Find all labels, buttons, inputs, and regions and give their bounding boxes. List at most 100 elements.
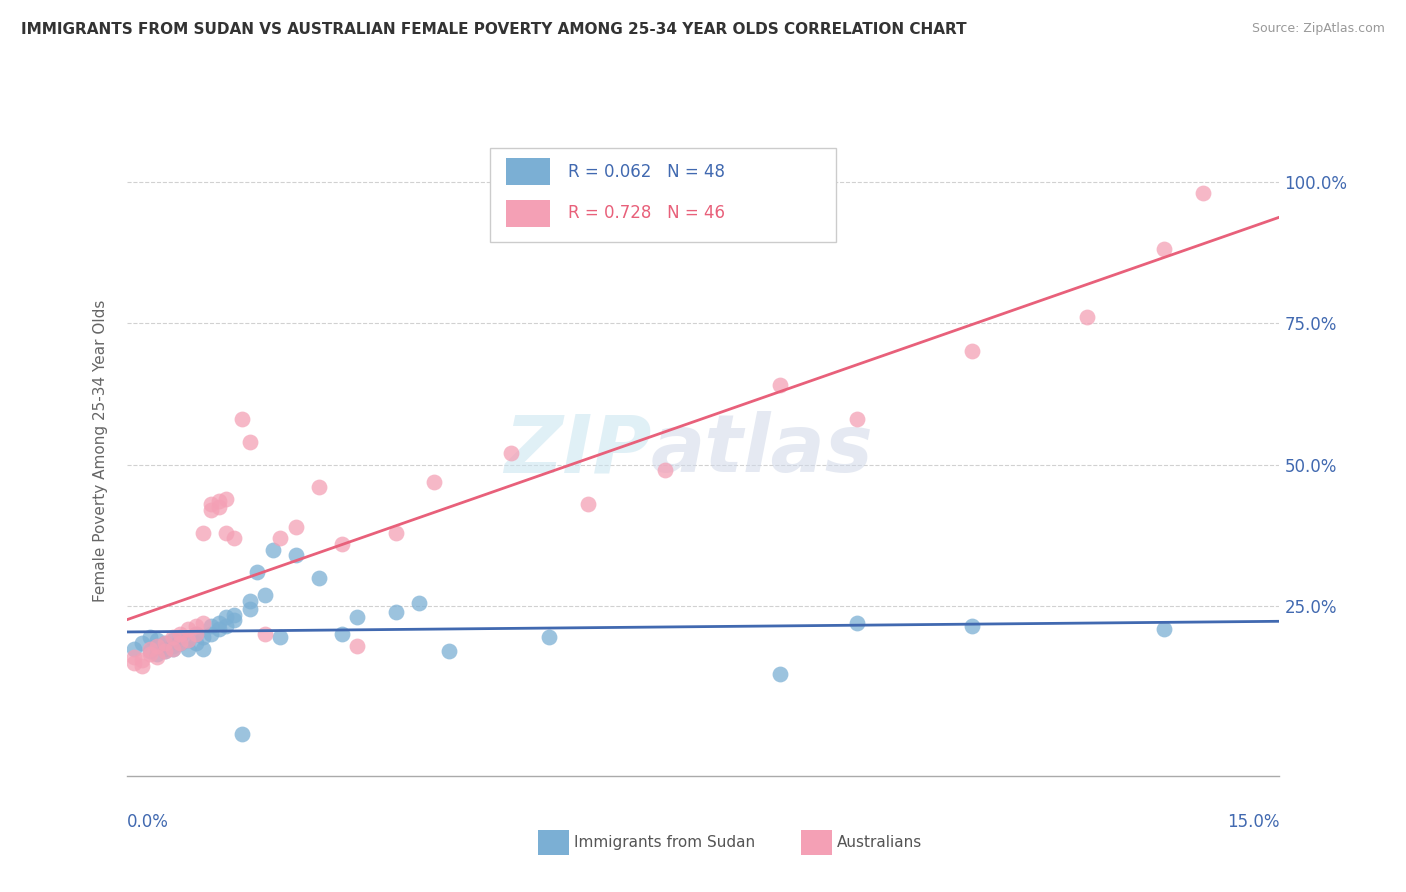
Point (146, 648, 169, 662)
Bar (506, 158, 550, 186)
Point (384, 605, 406, 619)
Point (184, 627, 207, 641)
Point (177, 622, 200, 636)
Text: Source: ZipAtlas.com: Source: ZipAtlas.com (1251, 22, 1385, 36)
Point (238, 602, 260, 616)
Point (146, 633, 169, 648)
Point (308, 571, 330, 585)
Point (238, 593, 260, 607)
Point (122, 650, 145, 665)
Point (153, 636, 176, 650)
Point (269, 630, 291, 644)
Point (193, 525, 215, 540)
Point (162, 639, 184, 653)
Point (122, 656, 145, 670)
Point (538, 630, 561, 644)
Point (262, 542, 284, 557)
Point (162, 641, 184, 656)
Point (184, 627, 207, 641)
Point (193, 630, 215, 644)
Text: Australians: Australians (837, 835, 922, 849)
Point (769, 667, 792, 681)
Point (146, 650, 169, 665)
Point (122, 641, 145, 656)
Point (269, 531, 291, 545)
Point (138, 648, 160, 662)
Point (423, 475, 446, 489)
Point (169, 627, 191, 641)
Point (769, 378, 792, 392)
Text: atlas: atlas (651, 411, 875, 490)
Point (246, 565, 269, 579)
Text: Immigrants from Sudan: Immigrants from Sudan (574, 835, 755, 849)
Point (162, 641, 184, 656)
Point (224, 613, 246, 627)
Point (184, 636, 207, 650)
Point (146, 639, 169, 653)
Point (169, 636, 191, 650)
Point (253, 627, 276, 641)
Point (184, 619, 207, 633)
Point (499, 446, 522, 460)
Point (215, 610, 238, 624)
Point (845, 616, 868, 631)
Point (845, 412, 868, 426)
Point (200, 619, 222, 633)
Point (200, 497, 222, 511)
Point (960, 344, 983, 359)
Point (177, 641, 200, 656)
Point (208, 500, 231, 514)
Point (131, 658, 153, 673)
Point (146, 639, 169, 653)
Bar (506, 200, 550, 227)
Point (193, 641, 215, 656)
Point (284, 548, 307, 562)
Point (231, 726, 253, 740)
Point (200, 503, 222, 517)
Point (153, 644, 176, 658)
Y-axis label: Female Poverty Among 25-34 Year Olds: Female Poverty Among 25-34 Year Olds (93, 300, 108, 601)
Point (177, 633, 200, 648)
Point (169, 636, 191, 650)
Point (253, 588, 276, 602)
Point (346, 639, 368, 653)
Point (284, 520, 307, 534)
Point (224, 607, 246, 622)
Point (177, 633, 200, 648)
Point (308, 480, 330, 494)
Point (153, 641, 176, 656)
Point (153, 636, 176, 650)
Bar (489, 148, 835, 242)
Point (215, 491, 238, 506)
Point (439, 644, 461, 658)
Point (654, 463, 676, 477)
Point (1153, 243, 1175, 257)
Point (208, 616, 231, 631)
Point (1076, 310, 1098, 325)
Point (162, 630, 184, 644)
Text: IMMIGRANTS FROM SUDAN VS AUSTRALIAN FEMALE POVERTY AMONG 25-34 YEAR OLDS CORRELA: IMMIGRANTS FROM SUDAN VS AUSTRALIAN FEMA… (21, 22, 967, 37)
Point (231, 412, 253, 426)
Point (131, 653, 153, 667)
Text: 15.0%: 15.0% (1227, 813, 1279, 830)
Point (238, 434, 260, 449)
Point (224, 531, 246, 545)
Point (162, 633, 184, 648)
Point (131, 636, 153, 650)
Point (200, 627, 222, 641)
Point (215, 619, 238, 633)
Point (138, 644, 160, 658)
Text: ZIP: ZIP (503, 411, 651, 490)
Point (346, 610, 368, 624)
Point (576, 497, 599, 511)
Point (138, 641, 160, 656)
Point (208, 622, 231, 636)
Point (330, 537, 353, 551)
Point (330, 627, 353, 641)
Text: R = 0.728   N = 46: R = 0.728 N = 46 (568, 204, 725, 222)
Point (138, 630, 160, 644)
Point (960, 619, 983, 633)
Text: 0.0%: 0.0% (127, 813, 169, 830)
Point (208, 494, 231, 508)
Point (408, 596, 430, 610)
